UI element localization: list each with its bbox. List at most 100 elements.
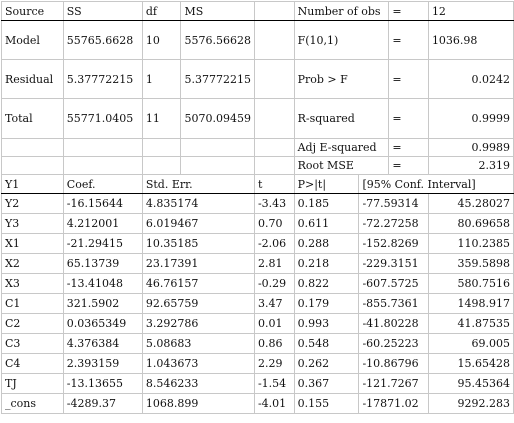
coef-header-coef: Coef. xyxy=(62,174,143,194)
coef-value: -16.15644 xyxy=(62,193,143,214)
coef-stderr: 3.292786 xyxy=(141,313,255,334)
anova-ss-model: 55765.6628 xyxy=(62,20,143,60)
coef-var: C3 xyxy=(1,333,64,354)
coef-var: TJ xyxy=(1,373,64,394)
stat-eq: = xyxy=(388,156,429,175)
coef-p: 0.993 xyxy=(293,313,360,334)
stat-eq: = xyxy=(388,138,429,157)
coef-stderr: 92.65759 xyxy=(141,293,255,314)
coef-var: Y3 xyxy=(1,213,64,234)
coef-p: 0.262 xyxy=(293,353,360,374)
coef-t: 0.70 xyxy=(253,213,295,234)
anova-ms-total: 5070.09459 xyxy=(180,98,255,139)
anova-header-df: df xyxy=(141,1,182,21)
coef-table-body: Y2 -16.15644 4.835174 -3.43 0.185 -77.59314 45… xyxy=(1,193,514,414)
coef-stderr: 46.76157 xyxy=(141,273,255,294)
coef-value: 0.0365349 xyxy=(62,313,143,334)
coef-var: _cons xyxy=(1,393,64,414)
coef-stderr: 23.17391 xyxy=(141,253,255,274)
coef-t: 2.81 xyxy=(253,253,295,274)
coef-row: TJ -13.13655 8.546233 -1.54 0.367 -121.7267 95… xyxy=(1,373,514,394)
stat-value-prob: 0.0242 xyxy=(427,59,514,99)
coef-ci-high: 95.45364 xyxy=(427,373,514,394)
coef-ci-high: 69.005 xyxy=(427,333,514,354)
stat-label-obs: Number of obs xyxy=(293,1,390,21)
coef-ci-low: -60.25223 xyxy=(358,333,429,354)
stat-value-obs: 12 xyxy=(427,1,514,21)
coef-ci-low: -855.7361 xyxy=(358,293,429,314)
coef-value: 65.13739 xyxy=(62,253,143,274)
coef-t: -3.43 xyxy=(253,193,295,214)
coef-header-t: t xyxy=(253,174,295,194)
coef-t: -0.29 xyxy=(253,273,295,294)
anova-source-residual: Residual xyxy=(1,59,64,99)
coef-ci-low: -121.7267 xyxy=(358,373,429,394)
coef-row: _cons -4289.37 1068.899 -4.01 0.155 -17871.02… xyxy=(1,393,514,414)
anova-ss-residual: 5.37772215 xyxy=(62,59,143,99)
coef-p: 0.155 xyxy=(293,393,360,414)
coef-var: X1 xyxy=(1,233,64,254)
coef-p: 0.288 xyxy=(293,233,360,254)
coef-t: -1.54 xyxy=(253,373,295,394)
coef-ci-high: 41.87535 xyxy=(427,313,514,334)
anova-df-total: 11 xyxy=(141,98,182,139)
blank-cell xyxy=(253,1,295,21)
coef-row: X2 65.13739 23.17391 2.81 0.218 -229.3151 359.… xyxy=(1,253,514,274)
blank-cell xyxy=(253,138,295,157)
coef-ci-low: -41.80228 xyxy=(358,313,429,334)
coef-p: 0.218 xyxy=(293,253,360,274)
coef-stderr: 5.08683 xyxy=(141,333,255,354)
blank-cell xyxy=(62,156,143,175)
stat-eq: = xyxy=(388,59,429,99)
coef-p: 0.367 xyxy=(293,373,360,394)
coef-var: C1 xyxy=(1,293,64,314)
coef-p: 0.822 xyxy=(293,273,360,294)
coef-ci-high: 580.7516 xyxy=(427,273,514,294)
coef-t: -4.01 xyxy=(253,393,295,414)
coef-ci-low: -152.8269 xyxy=(358,233,429,254)
anova-source-model: Model xyxy=(1,20,64,60)
blank-cell xyxy=(141,138,182,157)
stat-value-root-mse: 2.319 xyxy=(427,156,514,175)
blank-cell xyxy=(180,138,255,157)
anova-ss-total: 55771.0405 xyxy=(62,98,143,139)
blank-cell xyxy=(180,156,255,175)
anova-ms-residual: 5.37772215 xyxy=(180,59,255,99)
coef-t: 3.47 xyxy=(253,293,295,314)
coef-t: 0.01 xyxy=(253,313,295,334)
coef-var: X2 xyxy=(1,253,64,274)
anova-header-source: Source xyxy=(1,1,64,21)
stat-label-adj-r2: Adj E-squared xyxy=(293,138,390,157)
coef-value: 321.5902 xyxy=(62,293,143,314)
coef-row: X3 -13.41048 46.76157 -0.29 0.822 -607.5725 58… xyxy=(1,273,514,294)
coef-value: 4.212001 xyxy=(62,213,143,234)
blank-cell xyxy=(253,98,295,139)
regression-output-table: Source SS df MS Number of obs = 12 Model… xyxy=(1,1,514,414)
coef-t: -2.06 xyxy=(253,233,295,254)
stat-value-f: 1036.98 xyxy=(427,20,514,60)
coef-header-p: P>|t| xyxy=(293,174,360,194)
anova-header-ss: SS xyxy=(62,1,143,21)
anova-header-ms: MS xyxy=(180,1,255,21)
coef-stderr: 8.546233 xyxy=(141,373,255,394)
coef-ci-low: -607.5725 xyxy=(358,273,429,294)
coef-value: 2.393159 xyxy=(62,353,143,374)
coef-ci-high: 15.65428 xyxy=(427,353,514,374)
coef-value: 4.376384 xyxy=(62,333,143,354)
stat-eq: = xyxy=(388,1,429,21)
blank-cell xyxy=(253,156,295,175)
blank-cell xyxy=(1,156,64,175)
coef-t: 0.86 xyxy=(253,333,295,354)
coef-stderr: 6.019467 xyxy=(141,213,255,234)
blank-cell xyxy=(141,156,182,175)
coef-ci-high: 45.28027 xyxy=(427,193,514,214)
blank-cell xyxy=(253,59,295,99)
stat-value-adj-r2: 0.9989 xyxy=(427,138,514,157)
coef-var: C2 xyxy=(1,313,64,334)
coef-ci-high: 1498.917 xyxy=(427,293,514,314)
coef-ci-high: 80.69658 xyxy=(427,213,514,234)
coef-ci-low: -72.27258 xyxy=(358,213,429,234)
coef-value: -13.41048 xyxy=(62,273,143,294)
coef-var: X3 xyxy=(1,273,64,294)
coef-t: 2.29 xyxy=(253,353,295,374)
